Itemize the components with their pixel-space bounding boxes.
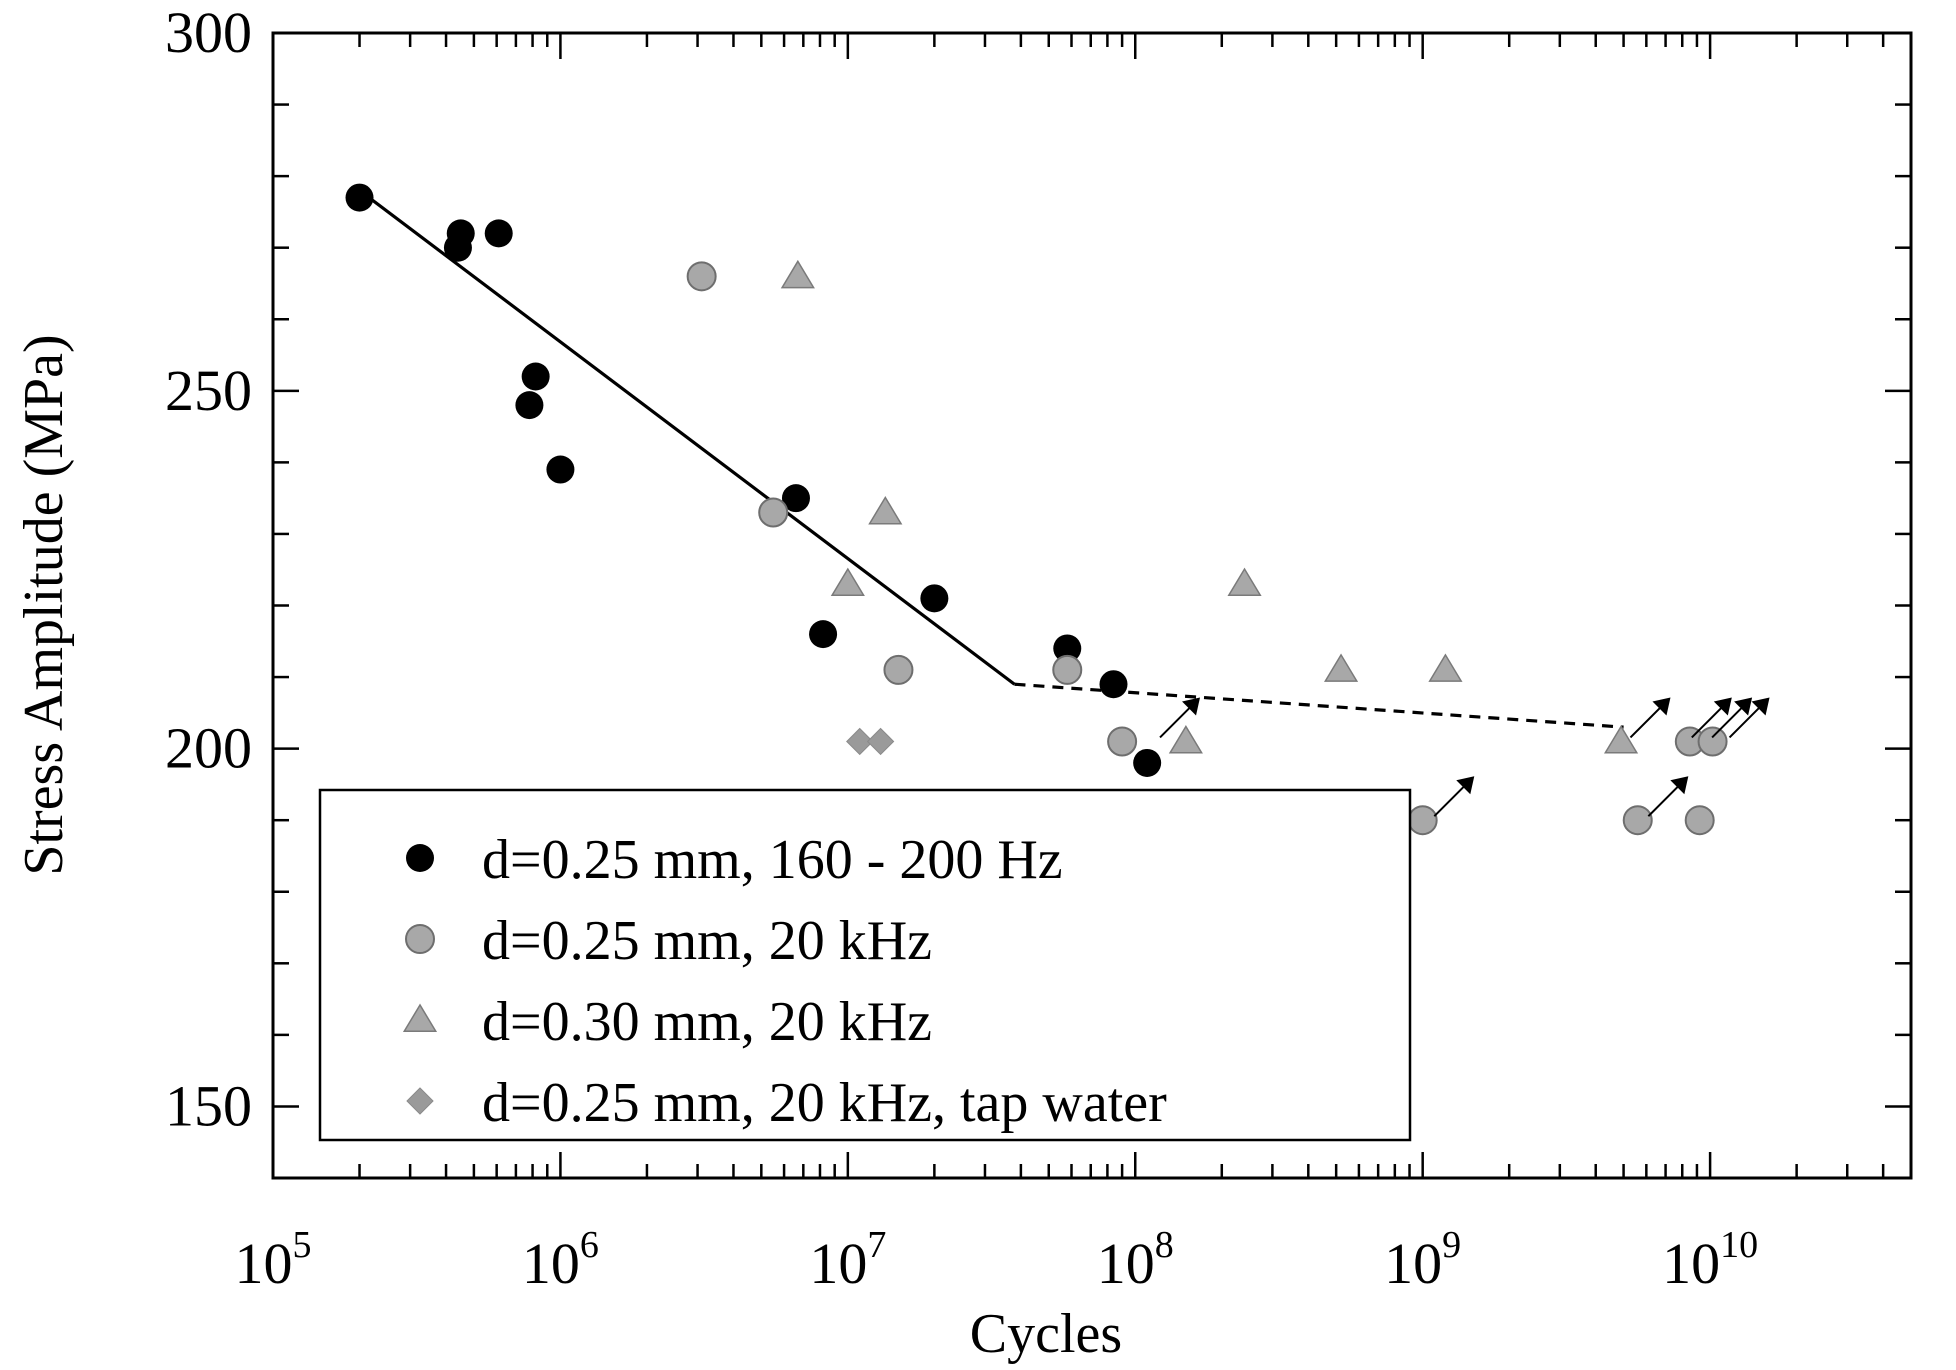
legend-marker-1	[406, 844, 434, 872]
y-tick-labels: 150 200 250 300	[165, 0, 252, 1138]
runout-arrowhead	[1734, 697, 1753, 716]
data-point-series-2	[686, 261, 717, 292]
legend-marker-3	[402, 1003, 438, 1032]
runout-arrow	[1728, 702, 1765, 739]
legend-marker-2	[405, 924, 435, 954]
data-point-series-1	[521, 362, 550, 391]
x-tick-labels: 105 106 107 108 109 1010	[235, 1224, 1759, 1296]
data-point-series-2	[1697, 726, 1728, 757]
fit-lines	[358, 189, 1624, 729]
data-point-series-1	[443, 233, 472, 262]
x-tick-label: 1010	[1662, 1224, 1758, 1296]
data-point-series-1	[546, 455, 575, 484]
runout-arrow	[1159, 702, 1195, 739]
y-tick-label: 150	[165, 1073, 252, 1138]
runout-arrow	[1691, 702, 1727, 739]
x-tick-label: 107	[809, 1224, 886, 1296]
y-axis-label: Stress Amplitude (MPa)	[13, 334, 75, 875]
data-point-series-1	[920, 584, 949, 613]
data-point-series-2	[758, 497, 789, 528]
legend: d=0.25 mm, 160 - 200 Hz d=0.25 mm, 20 kHz…	[318, 788, 1412, 1142]
runout-arrowhead	[1652, 697, 1671, 716]
data-point-series-3	[1323, 653, 1359, 682]
data-point-series-3	[830, 567, 865, 597]
data-point-series-3	[1428, 653, 1463, 682]
y-tick-label: 200	[165, 716, 252, 781]
data-point-series-1	[1053, 634, 1082, 663]
runout-arrowhead	[1182, 697, 1201, 716]
y-tick-label: 250	[165, 358, 252, 423]
data-point-series-3	[1168, 725, 1203, 754]
axis-ticks	[271, 31, 1913, 1180]
runout-arrows	[1159, 697, 1770, 817]
data-point-series-1	[809, 620, 838, 649]
data-point-series-1	[781, 484, 810, 513]
x-tick-label: 108	[1097, 1224, 1174, 1296]
legend-label-3: d=0.30 mm, 20 kHz	[482, 991, 932, 1053]
data-point-series-2	[1052, 654, 1083, 685]
x-tick-label: 109	[1384, 1224, 1461, 1296]
data-point-series-4	[866, 727, 895, 756]
legend-marker-4	[406, 1087, 434, 1115]
legend-label-2: d=0.25 mm, 20 kHz	[482, 910, 932, 972]
y-tick-label: 300	[165, 0, 252, 65]
runout-arrow	[1433, 781, 1469, 817]
x-tick-label: 106	[522, 1224, 599, 1296]
runout-arrow	[1647, 781, 1684, 817]
legend-box	[318, 788, 1412, 1142]
data-points	[345, 183, 1728, 836]
runout-arrowhead	[1456, 776, 1475, 795]
data-point-series-3	[780, 259, 815, 289]
data-point-series-1	[1133, 748, 1162, 777]
x-axis-label: Cycles	[970, 1303, 1122, 1365]
runout-arrowhead	[1670, 776, 1689, 795]
fit-line-solid	[358, 189, 1016, 686]
legend-label-1: d=0.25 mm, 160 - 200 Hz	[482, 829, 1063, 891]
data-point-series-1	[1099, 670, 1128, 699]
runout-arrowhead	[1713, 697, 1732, 716]
data-point-series-1	[484, 219, 513, 248]
data-point-series-4	[846, 727, 874, 756]
data-point-series-3	[1227, 567, 1262, 597]
runout-arrow	[1711, 702, 1747, 739]
data-point-series-2	[883, 654, 914, 685]
runout-arrow	[1629, 702, 1666, 739]
data-point-series-3	[868, 496, 903, 525]
data-point-series-1	[515, 391, 544, 420]
legend-label-4: d=0.25 mm, 20 kHz, tap water	[482, 1072, 1167, 1134]
runout-arrowhead	[1751, 697, 1770, 716]
data-point-series-2	[1107, 726, 1138, 757]
data-point-series-2	[1684, 805, 1715, 836]
data-point-series-3	[1603, 725, 1639, 754]
data-point-series-2	[1407, 805, 1438, 836]
data-point-series-1	[345, 183, 374, 212]
data-point-series-2	[1622, 805, 1653, 836]
x-tick-label: 105	[235, 1224, 312, 1296]
